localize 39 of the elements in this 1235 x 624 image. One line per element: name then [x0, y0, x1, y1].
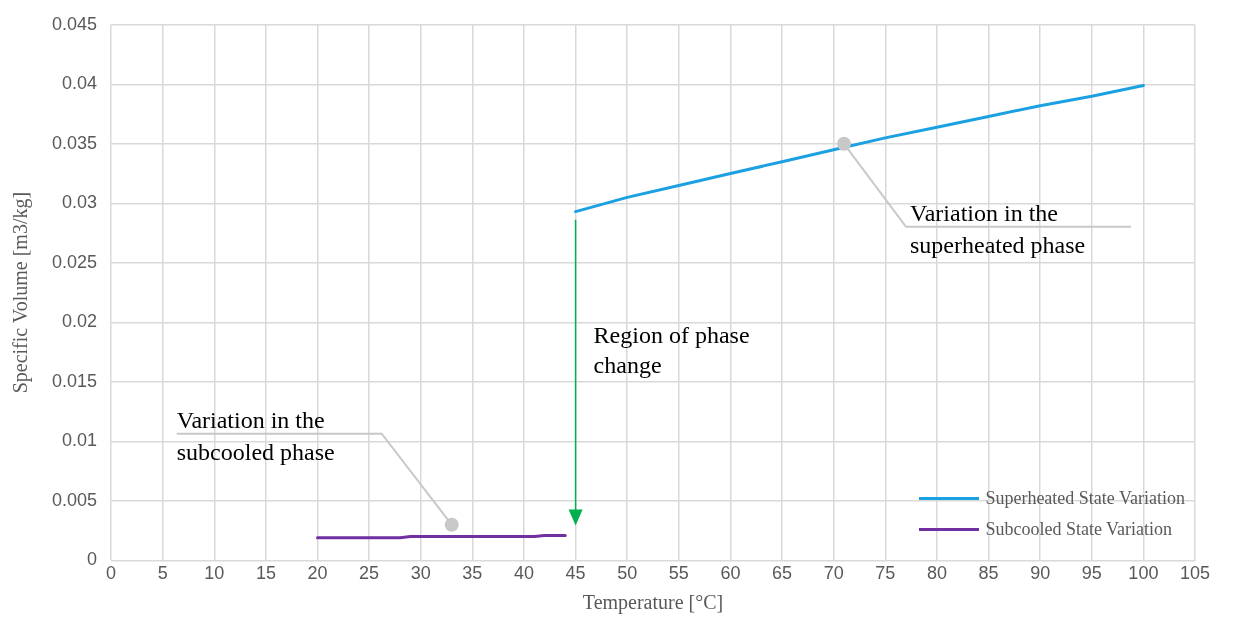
y-tick-label: 0.04 — [62, 73, 98, 94]
x-tick-label: 100 — [1128, 563, 1159, 584]
annotation: Region of phase change — [593, 321, 750, 378]
x-tick-label: 85 — [978, 563, 999, 584]
x-tick-label: 70 — [823, 563, 844, 584]
x-tick-label: 80 — [926, 563, 947, 584]
x-tick-label: 5 — [157, 563, 168, 584]
annotation: Variation in the superheated phase — [910, 199, 1086, 258]
x-tick-label: 30 — [410, 563, 431, 584]
y-tick-label: 0.025 — [52, 251, 98, 272]
x-tick-label: 25 — [359, 563, 380, 584]
x-tick-label: 15 — [255, 563, 276, 584]
y-tick-label: 0 — [87, 549, 98, 570]
x-tick-label: 45 — [565, 563, 586, 584]
legend-label: Subcooled State Variation — [985, 519, 1173, 541]
y-tick-label: 0.015 — [52, 370, 98, 391]
annotation: Variation in the subcooled phase — [176, 406, 335, 465]
x-tick-label: 60 — [720, 563, 741, 584]
x-tick-label: 75 — [875, 563, 896, 584]
x-tick-label: 35 — [462, 563, 483, 584]
y-tick-label: 0.035 — [52, 132, 98, 153]
y-tick-label: 0.01 — [62, 430, 98, 451]
x-tick-label: 40 — [513, 563, 534, 584]
x-tick-label: 50 — [617, 563, 638, 584]
x-tick-label: 0 — [106, 563, 117, 584]
y-tick-label: 0.045 — [52, 13, 98, 34]
x-tick-label: 90 — [1030, 563, 1051, 584]
x-tick-label: 65 — [772, 563, 793, 584]
legend-label: Superheated State Variation — [985, 488, 1185, 510]
x-axis-title: Temperature [°C] — [582, 591, 724, 615]
x-tick-label: 20 — [307, 563, 328, 584]
y-tick-label: 0.005 — [52, 489, 98, 510]
x-tick-label: 95 — [1081, 563, 1102, 584]
y-axis-title: Specific Volume [m3/kg] — [9, 191, 33, 394]
y-tick-label: 0.02 — [62, 311, 98, 332]
y-tick-label: 0.03 — [62, 192, 98, 213]
x-tick-label: 55 — [668, 563, 689, 584]
x-tick-label: 10 — [204, 563, 225, 584]
x-tick-label: 105 — [1179, 563, 1211, 584]
